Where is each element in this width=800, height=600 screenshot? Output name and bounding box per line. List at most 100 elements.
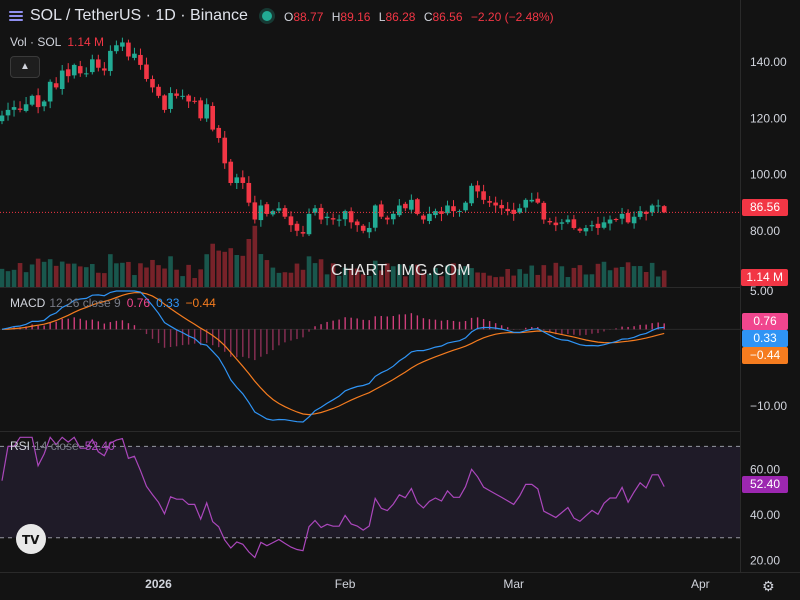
candle-body xyxy=(547,221,553,223)
low-value: 86.28 xyxy=(385,10,416,24)
macd-signal-badge: −0.44 xyxy=(742,347,788,364)
volume-bar xyxy=(661,270,667,287)
volume-bar xyxy=(77,266,83,287)
ohlc-readout: O88.77 H89.16 L86.28 C86.56 −2.20 (−2.48… xyxy=(284,10,554,24)
candle-body xyxy=(138,54,143,65)
volume-bar xyxy=(517,269,523,287)
candle-body xyxy=(192,100,197,102)
candle-body xyxy=(23,104,29,111)
volume-bar xyxy=(463,266,468,287)
gear-icon[interactable]: ⚙ xyxy=(762,578,775,594)
rsi-axis-tick: 20.00 xyxy=(750,554,780,568)
volume-bar xyxy=(499,276,504,287)
volume-bar xyxy=(595,263,601,287)
volume-bar xyxy=(625,262,631,287)
volume-bar xyxy=(53,265,59,287)
candle-body xyxy=(487,201,492,203)
volume-bar xyxy=(378,270,384,287)
volume-bar xyxy=(108,254,113,287)
volume-bar xyxy=(90,264,95,287)
candle-body xyxy=(11,107,17,110)
candle-body xyxy=(366,227,372,233)
candle-body xyxy=(517,208,523,213)
candle-body xyxy=(637,211,643,217)
symbol-title[interactable]: SOL / TetherUS · 1D · Binance xyxy=(30,7,248,24)
volume-bar xyxy=(156,265,161,287)
candle-body xyxy=(180,95,185,97)
time-axis-tick: Mar xyxy=(503,577,524,591)
volume-bar xyxy=(234,254,240,287)
volume-bar xyxy=(306,256,312,287)
volume-bar xyxy=(613,267,619,287)
candle-body xyxy=(565,219,571,223)
volume-bar xyxy=(481,272,486,287)
candle-body xyxy=(354,221,360,226)
candle-body xyxy=(83,73,89,75)
volume-bar xyxy=(421,272,426,287)
macd-line xyxy=(1,290,665,423)
candle-body xyxy=(90,59,95,73)
candle-body xyxy=(186,95,191,102)
tradingview-logo[interactable]: TV xyxy=(16,524,46,554)
candle-body xyxy=(294,223,300,231)
volume-bar xyxy=(210,243,215,287)
volume-bar xyxy=(29,264,35,287)
candle-body xyxy=(162,95,167,110)
volume-bar xyxy=(366,275,372,287)
candle-body xyxy=(577,228,583,231)
volume-bar xyxy=(228,248,234,287)
candle-body xyxy=(391,213,396,220)
volume-bar xyxy=(102,273,107,287)
watermark: CHART- IMG.COM xyxy=(331,262,471,279)
volume-bar xyxy=(138,263,143,287)
market-status-icon xyxy=(262,11,272,21)
volume-bar xyxy=(114,263,119,287)
rsi-axis-tick: 60.00 xyxy=(750,462,780,476)
volume-bar xyxy=(47,259,53,287)
candle-body xyxy=(71,64,77,76)
candle-body xyxy=(601,222,607,228)
chart-header: SOL / TetherUS · 1D · Binance O88.77 H89… xyxy=(0,0,740,34)
volume-bar xyxy=(270,267,276,287)
candle-body xyxy=(342,211,348,220)
candle-body xyxy=(240,177,246,183)
time-axis-tick: Feb xyxy=(335,577,356,591)
candle-body xyxy=(553,222,559,226)
volume-bar xyxy=(649,262,655,287)
time-axis-tick: 2026 xyxy=(145,577,172,591)
volume-bar xyxy=(222,251,228,287)
menu-icon[interactable] xyxy=(9,9,23,23)
chevron-up-icon[interactable]: ▲ xyxy=(10,56,40,78)
candle-body xyxy=(571,219,577,228)
volume-bar xyxy=(330,263,336,287)
volume-bar xyxy=(397,264,402,287)
candle-body xyxy=(433,211,438,216)
volume-bar xyxy=(71,263,77,287)
candle-body xyxy=(649,205,655,213)
candle-body xyxy=(541,202,547,220)
volume-bar xyxy=(409,265,414,287)
macd-line-badge: 0.33 xyxy=(742,330,788,347)
volume-label: Vol · SOL xyxy=(10,35,62,49)
candle-body xyxy=(300,232,306,234)
candle-body xyxy=(144,64,149,79)
candle-body xyxy=(445,205,450,214)
volume-bar xyxy=(312,263,318,287)
candle-body xyxy=(493,202,498,206)
candle-body xyxy=(613,219,619,221)
rsi-label: RSI xyxy=(10,439,31,453)
candle-body xyxy=(336,219,342,221)
volume-bar xyxy=(83,267,89,287)
candle-body xyxy=(156,86,161,96)
candle-body xyxy=(360,225,366,231)
open-value: 88.77 xyxy=(293,10,324,24)
candle-body xyxy=(282,208,288,217)
volume-bar xyxy=(17,263,23,287)
volume-bar xyxy=(0,268,5,287)
volume-bar xyxy=(240,255,246,287)
candle-body xyxy=(258,205,264,221)
volume-bar xyxy=(324,274,330,287)
volume-bar xyxy=(589,274,595,287)
volume-bar xyxy=(571,267,577,287)
